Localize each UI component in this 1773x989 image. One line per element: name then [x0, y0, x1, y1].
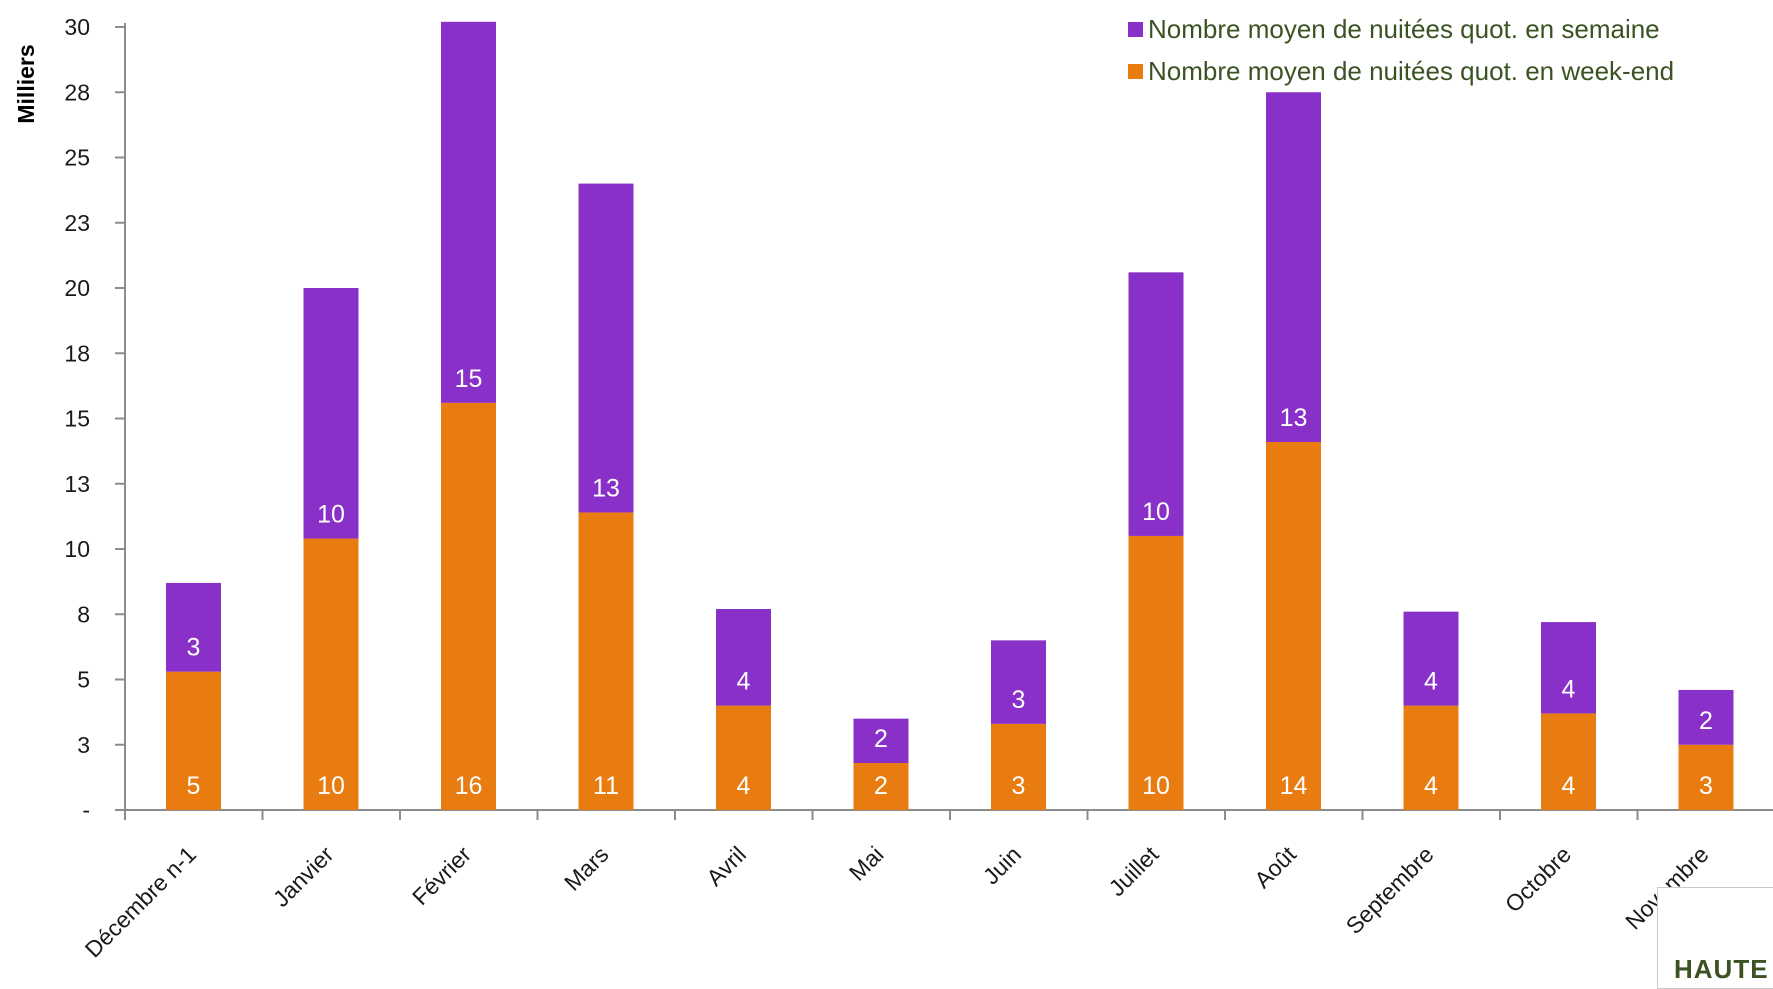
bar-week-end: [166, 671, 221, 810]
data-label-week-end: 11: [593, 772, 619, 800]
x-category-label: Mai: [844, 841, 889, 886]
data-label-week-end: 5: [187, 772, 201, 800]
x-category-label: Septembre: [1341, 841, 1439, 939]
data-label-week-end: 10: [317, 772, 345, 800]
x-category-label: Janvier: [268, 841, 339, 912]
x-category-label: Août: [1249, 841, 1301, 893]
data-label-semaine: 13: [1280, 404, 1308, 432]
data-label-semaine: 2: [874, 725, 888, 753]
data-label-semaine: 3: [187, 634, 201, 662]
data-label-week-end: 4: [1424, 772, 1438, 800]
x-category-label: Avril: [701, 841, 751, 891]
y-tick-label: 10: [64, 536, 90, 562]
data-label-week-end: 3: [1699, 772, 1713, 800]
y-tick-label: 3: [77, 732, 90, 758]
bar-semaine: [1403, 611, 1459, 706]
data-label-semaine: 2: [1699, 707, 1713, 735]
data-label-semaine: 10: [1142, 498, 1170, 526]
logo-text: HAUTE: [1674, 954, 1769, 984]
data-label-semaine: 4: [1424, 668, 1438, 696]
data-label-semaine: 15: [455, 365, 483, 393]
legend-label-week-end: Nombre moyen de nuitées quot. en week-en…: [1148, 55, 1675, 86]
bar-week-end: [1403, 705, 1459, 810]
legend-item-semaine: Nombre moyen de nuitées quot. en semaine: [1128, 8, 1674, 50]
bar-semaine: [1678, 689, 1734, 745]
bars: [166, 21, 1734, 810]
bar-semaine: [303, 288, 359, 539]
y-axis-title: Milliers: [13, 44, 39, 123]
x-category-label: Octobre: [1500, 841, 1576, 917]
y-tick-label: 23: [64, 210, 90, 236]
x-category-label: Décembre n-1: [80, 841, 201, 962]
data-label-week-end: 16: [455, 772, 483, 800]
data-label-week-end: 4: [737, 772, 751, 800]
bar-semaine: [166, 582, 221, 672]
data-labels: 5 3 10 10 16 15 11 13 4 4 2 2 3 3 10 10 14 13 4 4 4 4 3 2: [187, 365, 1713, 800]
bar-semaine: [853, 718, 909, 764]
bar-week-end: [1266, 441, 1321, 810]
bar-week-end: [716, 705, 771, 810]
bar-semaine: [1266, 92, 1321, 442]
y-axis: - 3 5 8 10 13 15 18 20 23 25 28 30: [64, 14, 126, 823]
legend-swatch-week-end: [1128, 63, 1143, 79]
bar-week-end: [441, 402, 496, 810]
y-tick-label: -: [82, 797, 90, 823]
data-label-semaine: 3: [1012, 686, 1026, 714]
data-label-week-end: 14: [1280, 772, 1308, 800]
bar-week-end: [1678, 744, 1734, 810]
bar-semaine: [578, 183, 634, 513]
y-tick-label: 30: [64, 14, 90, 40]
y-tick-label: 5: [77, 667, 90, 693]
x-category-label: Février: [407, 841, 476, 910]
y-tick-label: 15: [64, 406, 90, 432]
bar-semaine: [1541, 622, 1596, 714]
data-label-semaine: 10: [317, 501, 345, 529]
data-label-semaine: 4: [1562, 675, 1576, 703]
y-tick-label: 8: [77, 601, 90, 627]
y-tick-label: 20: [64, 275, 90, 301]
data-label-semaine: 13: [592, 474, 620, 502]
legend-item-week-end: Nombre moyen de nuitées quot. en week-en…: [1128, 50, 1674, 92]
bar-week-end: [578, 512, 634, 810]
x-category-label: Mars: [559, 841, 614, 896]
y-tick-label: 13: [64, 471, 90, 497]
bar-week-end: [303, 538, 359, 810]
bar-week-end: [991, 723, 1046, 810]
data-label-week-end: 4: [1562, 772, 1576, 800]
bar-week-end: [853, 763, 909, 810]
x-category-label: Juin: [978, 841, 1026, 889]
legend: Nombre moyen de nuitées quot. en semaine…: [1128, 8, 1674, 92]
y-tick-label: 28: [64, 79, 90, 105]
bar-week-end: [1128, 535, 1184, 810]
bar-semaine: [1128, 272, 1184, 536]
y-tick-label: 25: [64, 145, 90, 171]
x-category-label: Juillet: [1104, 841, 1164, 901]
legend-swatch-semaine: [1128, 21, 1143, 37]
data-label-week-end: 10: [1142, 772, 1170, 800]
bar-semaine: [441, 21, 496, 403]
data-label-semaine: 4: [737, 668, 751, 696]
bar-semaine: [716, 609, 771, 706]
legend-label-semaine: Nombre moyen de nuitées quot. en semaine: [1148, 13, 1660, 44]
bar-semaine: [991, 640, 1046, 724]
data-label-week-end: 2: [874, 772, 888, 800]
x-axis: Décembre n-1 Janvier Février Mars Avril Mai Ju…: [80, 809, 1773, 963]
bar-week-end: [1541, 713, 1596, 810]
y-tick-label: 18: [64, 340, 90, 366]
data-label-week-end: 3: [1012, 772, 1026, 800]
